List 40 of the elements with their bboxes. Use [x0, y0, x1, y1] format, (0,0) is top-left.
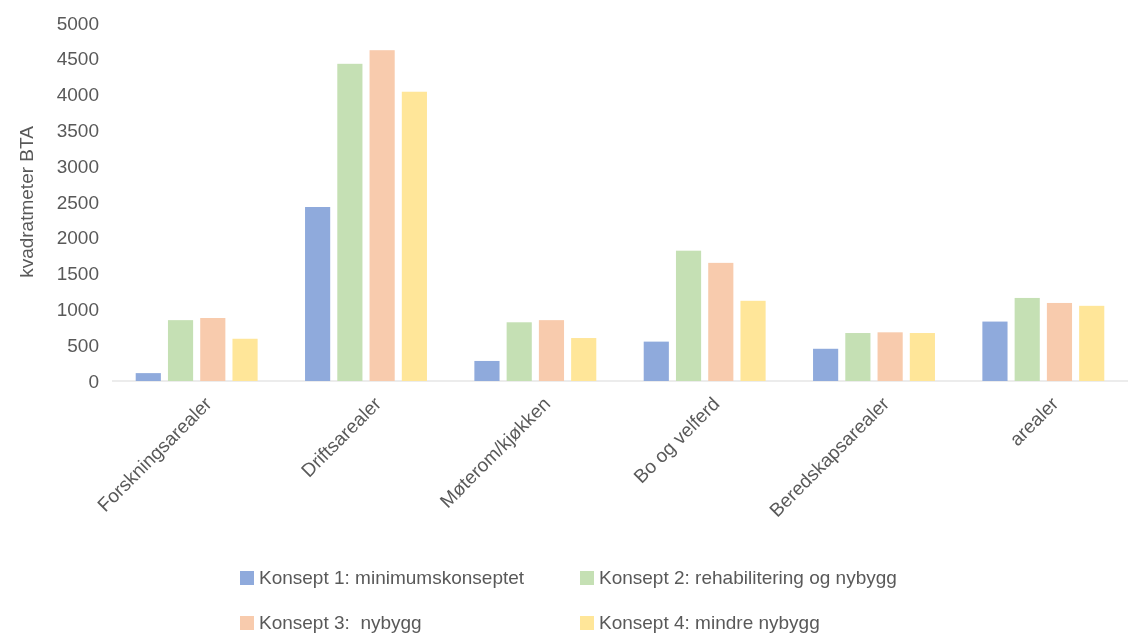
bar [1079, 305, 1105, 381]
bar [506, 322, 532, 381]
bar [643, 341, 669, 381]
bar [401, 91, 427, 381]
legend-label: Konsept 2: rehabilitering og nybygg [599, 567, 897, 588]
bar [337, 63, 363, 381]
y-tick-label: 1000 [56, 298, 99, 320]
y-tick-label: 4500 [56, 48, 99, 70]
bar [877, 332, 903, 381]
bar [982, 321, 1008, 381]
legend-label: Konsept 3: nybygg [259, 612, 422, 633]
bar [571, 338, 597, 381]
y-tick-label: 2000 [56, 227, 99, 249]
y-tick-label: 4000 [56, 84, 99, 106]
bar [708, 262, 734, 381]
legend-label: Konsept 1: minimumskonseptet [259, 567, 525, 588]
bar [538, 320, 565, 381]
y-tick-label: 2500 [56, 191, 99, 213]
legend-label: Konsept 4: mindre nybygg [599, 612, 820, 633]
y-tick-label: 1500 [56, 263, 99, 285]
bar [813, 348, 839, 381]
bar [474, 360, 500, 381]
bar [675, 250, 702, 381]
bar [740, 300, 766, 381]
y-tick-label: 3000 [56, 155, 99, 177]
bar [1014, 297, 1040, 381]
bar [200, 317, 226, 381]
bar [135, 373, 161, 381]
bar [909, 333, 935, 381]
bar [369, 50, 395, 381]
y-axis-title: kvadratmeter BTA [16, 125, 37, 278]
bar [305, 207, 331, 381]
y-tick-label: 5000 [56, 12, 99, 34]
y-tick-label: 0 [88, 370, 99, 392]
bar [167, 320, 194, 381]
bar [845, 333, 871, 381]
y-tick-label: 500 [67, 334, 99, 356]
bar [232, 338, 258, 381]
bar [1046, 302, 1073, 381]
y-tick-label: 3500 [56, 119, 99, 141]
